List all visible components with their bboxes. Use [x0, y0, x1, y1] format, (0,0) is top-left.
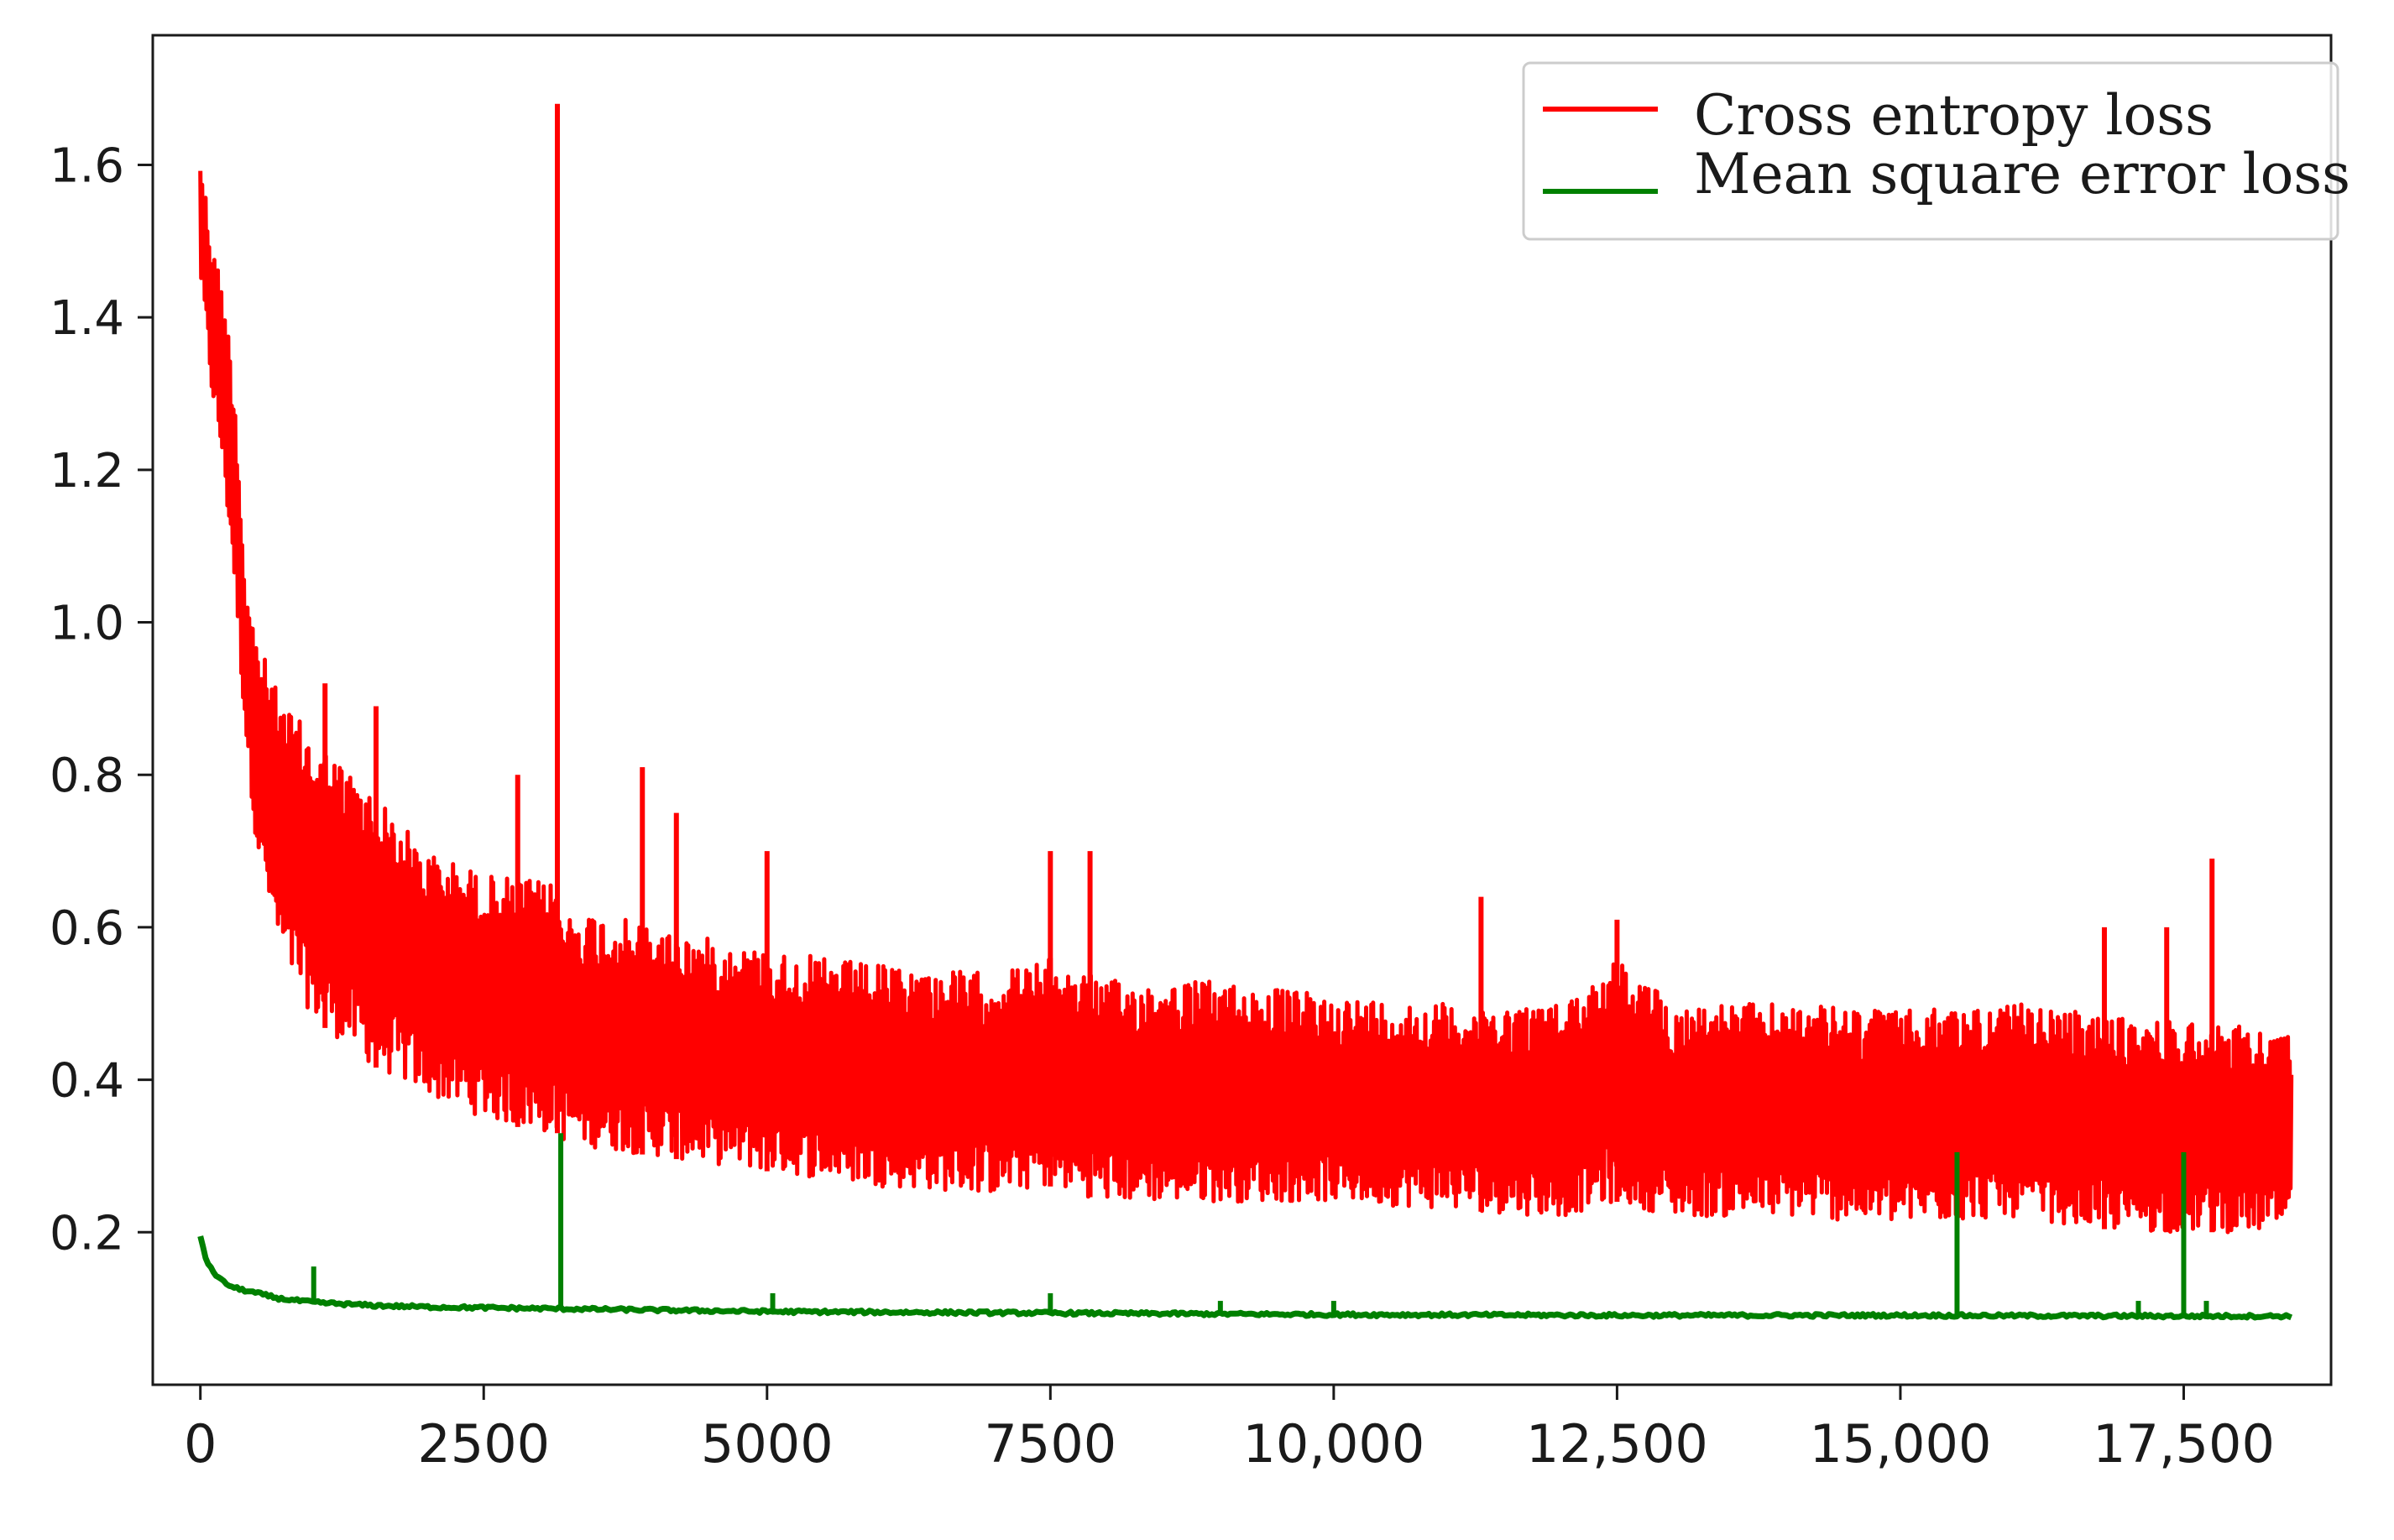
y-tick-label: 0.4 [50, 1054, 124, 1109]
y-tick-label: 1.2 [50, 444, 124, 499]
legend-frame [1522, 61, 2339, 241]
x-tick-label: 2500 [417, 1413, 550, 1475]
series-cross-entropy-line [198, 170, 2294, 1235]
legend: Cross entropy loss Mean square error los… [1522, 61, 2350, 241]
legend-label-mse: Mean square error loss [1694, 142, 2350, 206]
x-axis: 0 2500 5000 7500 10,000 12,500 15,000 17,500 [184, 1385, 2275, 1475]
x-tick-label: 17,500 [2093, 1413, 2275, 1475]
y-tick-label: 0.6 [50, 901, 124, 956]
y-tick-label: 1.0 [50, 597, 124, 651]
y-tick-label: 0.8 [50, 749, 124, 803]
x-tick-label: 12,500 [1526, 1413, 1708, 1475]
x-tick-label: 7500 [984, 1413, 1116, 1475]
plot-frame [151, 34, 2333, 1386]
x-tick-label: 10,000 [1242, 1413, 1424, 1475]
y-tick-label: 0.2 [50, 1206, 124, 1261]
x-tick-label: 5000 [701, 1413, 834, 1475]
y-tick-label: 1.6 [50, 138, 124, 193]
series-mse-line [197, 1235, 2293, 1321]
y-tick-label: 1.4 [50, 291, 124, 346]
y-axis: 0.2 0.4 0.6 0.8 1.0 1.2 1.4 1.6 [50, 138, 153, 1261]
x-tick-label: 15,000 [1809, 1413, 1991, 1475]
series-layer [197, 103, 2294, 1321]
legend-label-cross-entropy: Cross entropy loss [1694, 83, 2214, 148]
x-tick-label: 0 [184, 1413, 217, 1475]
